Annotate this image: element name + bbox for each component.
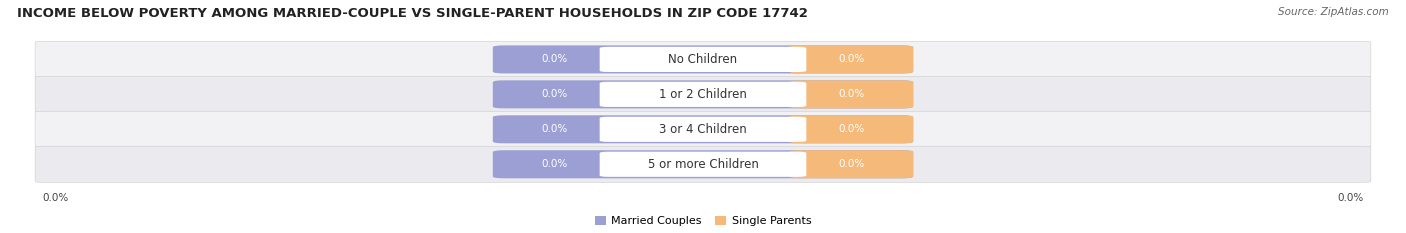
Text: 0.0%: 0.0% (1337, 193, 1364, 203)
Text: 5 or more Children: 5 or more Children (648, 158, 758, 171)
Text: 0.0%: 0.0% (838, 124, 865, 134)
Text: 3 or 4 Children: 3 or 4 Children (659, 123, 747, 136)
Text: 0.0%: 0.0% (541, 159, 568, 169)
Text: 0.0%: 0.0% (541, 55, 568, 64)
Text: 0.0%: 0.0% (838, 159, 865, 169)
Text: 0.0%: 0.0% (838, 89, 865, 99)
Text: 0.0%: 0.0% (541, 124, 568, 134)
Text: 0.0%: 0.0% (541, 89, 568, 99)
Text: 0.0%: 0.0% (838, 55, 865, 64)
Text: 0.0%: 0.0% (42, 193, 69, 203)
Legend: Married Couples, Single Parents: Married Couples, Single Parents (591, 212, 815, 231)
Text: INCOME BELOW POVERTY AMONG MARRIED-COUPLE VS SINGLE-PARENT HOUSEHOLDS IN ZIP COD: INCOME BELOW POVERTY AMONG MARRIED-COUPL… (17, 7, 807, 20)
Text: No Children: No Children (668, 53, 738, 66)
Text: 1 or 2 Children: 1 or 2 Children (659, 88, 747, 101)
Text: Source: ZipAtlas.com: Source: ZipAtlas.com (1278, 7, 1389, 17)
